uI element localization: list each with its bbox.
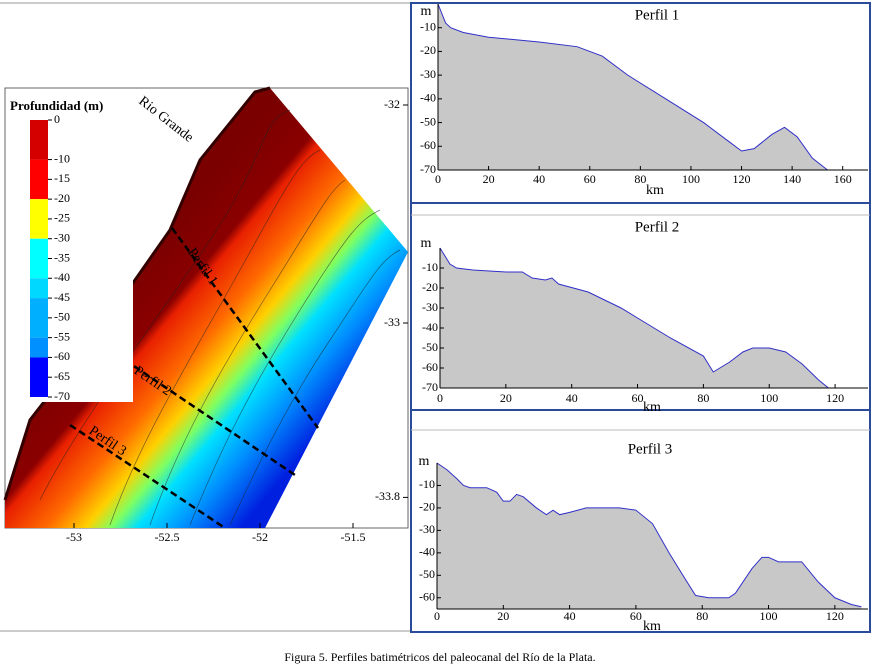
chart-title: Perfil 3 (628, 441, 673, 457)
x-tick-label: 100 (760, 391, 778, 405)
y-tick-label: -60 (419, 590, 435, 604)
y-tick-label: -70 (420, 162, 436, 176)
x-tick-label: 160 (834, 172, 852, 186)
legend-band (30, 337, 48, 358)
area (437, 463, 862, 609)
legend-label: -35 (54, 250, 70, 264)
area (440, 248, 862, 388)
y-tick-label: -20 (420, 43, 436, 57)
bathymetry (5, 88, 408, 528)
coast (3, 86, 271, 501)
legend-label: -10 (54, 151, 70, 165)
y-tick-label: -10 (420, 19, 436, 33)
x-tick-label: 60 (630, 609, 642, 623)
x-tick-label: -51.5 (341, 530, 366, 544)
x-tick-label: 120 (733, 172, 751, 186)
y-tick-label: -40 (419, 545, 435, 559)
legend-label: -40 (54, 270, 70, 284)
legend-band (30, 159, 48, 200)
x-tick-label: 0 (435, 172, 441, 186)
y-tick-label: -33 (384, 315, 400, 329)
line (436, 462, 862, 608)
legend-box (8, 97, 133, 402)
legend-label: -30 (54, 230, 70, 244)
y-tick-label: -50 (419, 567, 435, 581)
x-tick-label: 80 (697, 391, 709, 405)
chart-title: Perfil 1 (635, 7, 680, 23)
x-tick-label: 40 (566, 391, 578, 405)
x-tick-label: -52 (252, 530, 268, 544)
y-tick-label: -32 (384, 97, 400, 111)
y-tick-label: -33.8 (375, 489, 400, 503)
y-tick-label: -50 (420, 114, 436, 128)
y-tick-label: -20 (419, 500, 435, 514)
legend-band (30, 238, 48, 279)
legend-label: -50 (54, 310, 70, 324)
y-tick-label: -10 (422, 260, 438, 274)
x-tick-label: 80 (634, 172, 646, 186)
x-tick-label: -53 (66, 530, 82, 544)
legend-label: -45 (54, 290, 70, 304)
y-axis-label: m (421, 236, 432, 251)
legend-label: -25 (54, 211, 70, 225)
legend-label: -70 (54, 389, 70, 403)
caption: Figura 5. Perfiles batimétricos del pale… (284, 650, 595, 664)
contours (39, 109, 401, 526)
profile-line (170, 227, 320, 429)
x-tick-label: 120 (826, 391, 844, 405)
legend-band (30, 298, 48, 338)
y-tick-label: -30 (420, 67, 436, 81)
x-tick-label: 20 (500, 391, 512, 405)
y-tick-label: -60 (422, 360, 438, 374)
x-tick-label: -52.5 (155, 530, 180, 544)
y-tick-label: -60 (420, 138, 436, 152)
legend-band (30, 199, 48, 239)
x-tick-label: 0 (437, 391, 443, 405)
y-tick-label: -40 (420, 91, 436, 105)
y-axis-label: m (421, 4, 432, 19)
legend-label: -55 (54, 329, 70, 343)
chart-title: Perfil 2 (635, 219, 680, 235)
y-tick-label: -40 (422, 320, 438, 334)
y-tick-label: -30 (422, 300, 438, 314)
line (437, 3, 861, 171)
x-tick-label: 40 (564, 609, 576, 623)
x-tick-label: 100 (682, 172, 700, 186)
x-tick-label: 80 (696, 609, 708, 623)
line (439, 247, 862, 389)
x-tick-label: 120 (826, 609, 844, 623)
y-tick-label: -70 (422, 380, 438, 394)
legend-label: 0 (54, 112, 60, 126)
y-tick-label: -30 (419, 522, 435, 536)
x-tick-label: 20 (497, 609, 509, 623)
x-tick-label: 60 (584, 172, 596, 186)
y-tick-label: -50 (422, 340, 438, 354)
profile-line (69, 423, 226, 530)
y-tick-label: -20 (422, 280, 438, 294)
legend-band (30, 357, 48, 397)
x-tick-label: 20 (483, 172, 495, 186)
legend-label: -20 (54, 191, 70, 205)
legend-band (30, 278, 48, 299)
x-tick-label: 60 (632, 391, 644, 405)
x-tick-label: 40 (533, 172, 545, 186)
legend-label: -15 (54, 171, 70, 185)
legend-label: -65 (54, 369, 70, 383)
x-axis-label: km (643, 619, 661, 634)
area (438, 4, 861, 170)
y-axis-label: m (419, 454, 430, 469)
x-axis-label: km (646, 183, 664, 198)
x-tick-label: 140 (783, 172, 801, 186)
frame (410, 2, 871, 633)
legend-title: Profundidad (m) (10, 98, 103, 113)
y-tick-label: -10 (419, 477, 435, 491)
x-tick-label: 100 (760, 609, 778, 623)
legend-label: -60 (54, 349, 70, 363)
x-tick-label: 0 (434, 609, 440, 623)
profile-line (124, 358, 296, 477)
x-axis-label: km (643, 400, 661, 415)
legend-band (30, 120, 48, 160)
